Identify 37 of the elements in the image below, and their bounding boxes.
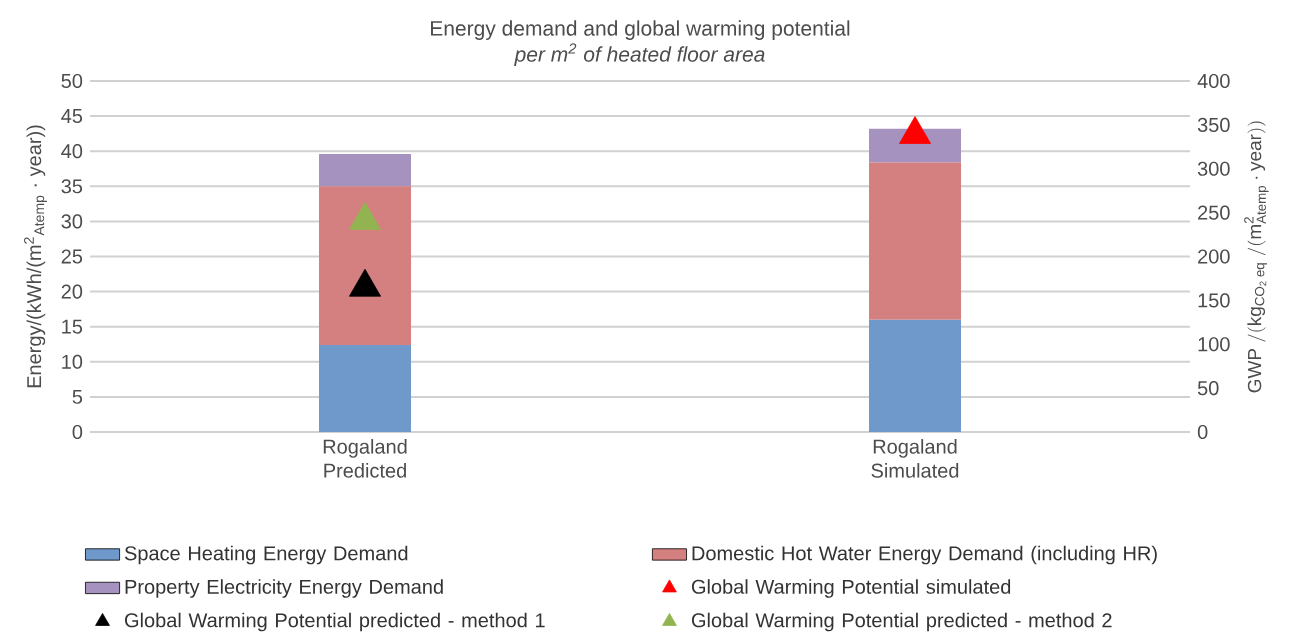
y-tick-label: 50 [61, 73, 83, 89]
y-tick-label: 30 [61, 214, 83, 229]
legend-label: Global Warming Potential simulated [691, 579, 1011, 598]
x-tick-label: Rogaland Predicted [323, 439, 407, 478]
y2-tick-label: 200 [1198, 249, 1230, 264]
y2-axis-title: $\mathrm{GWP\ /(kg_{CO_{2}\,eq}\ /(m^{2}_{Atemp}\cdot year))}$ [1244, 121, 1269, 393]
bar [319, 344, 412, 432]
y-tick-label: 40 [61, 144, 83, 159]
y2-tick-label: 150 [1198, 293, 1230, 308]
legend-label: Domestic Hot Water Energy Demand (including HR) [692, 545, 1157, 565]
y2-tick-label: 350 [1197, 117, 1230, 132]
y-tick-label: 0 [72, 424, 83, 440]
chart-title: Energy demand and global warming potential [431, 20, 850, 40]
y-tick-label: 15 [62, 319, 83, 334]
bar [319, 186, 412, 345]
chart-subtitle: per m$^{2}$ of heated floor area [514, 43, 765, 66]
legend-label: Space Heating Energy Demand [124, 545, 408, 565]
y2-tick-label: 100 [1198, 337, 1230, 352]
y-tick-label: 5 [72, 389, 83, 404]
x-tick-label: Rogaland Simulated [871, 439, 959, 478]
y2-tick-label: 300 [1197, 161, 1230, 176]
y2-tick-label: 0 [1197, 424, 1208, 440]
y-tick-label: 10 [62, 354, 83, 369]
y-axis-title: Energy/(kWh/(m$^{2}$$_{Atemp}$ · year)) [24, 125, 47, 388]
legend-label: Global Warming Potential predicted - method 2 [691, 612, 1112, 632]
bar [869, 162, 962, 320]
legend-label: Global Warming Potential predicted - method 1 [125, 612, 545, 632]
y2-tick-label: 250 [1198, 205, 1230, 220]
y2-tick-label: 400 [1197, 73, 1230, 89]
y-tick-label: 20 [61, 284, 83, 299]
y-tick-label: 25 [61, 249, 83, 264]
bar [319, 154, 412, 187]
y-tick-label: 35 [61, 179, 83, 194]
y2-tick-label: 50 [1197, 381, 1219, 396]
y-tick-label: 45 [61, 109, 83, 124]
bar [869, 319, 962, 432]
legend-label: Property Electricity Energy Demand [125, 579, 443, 598]
